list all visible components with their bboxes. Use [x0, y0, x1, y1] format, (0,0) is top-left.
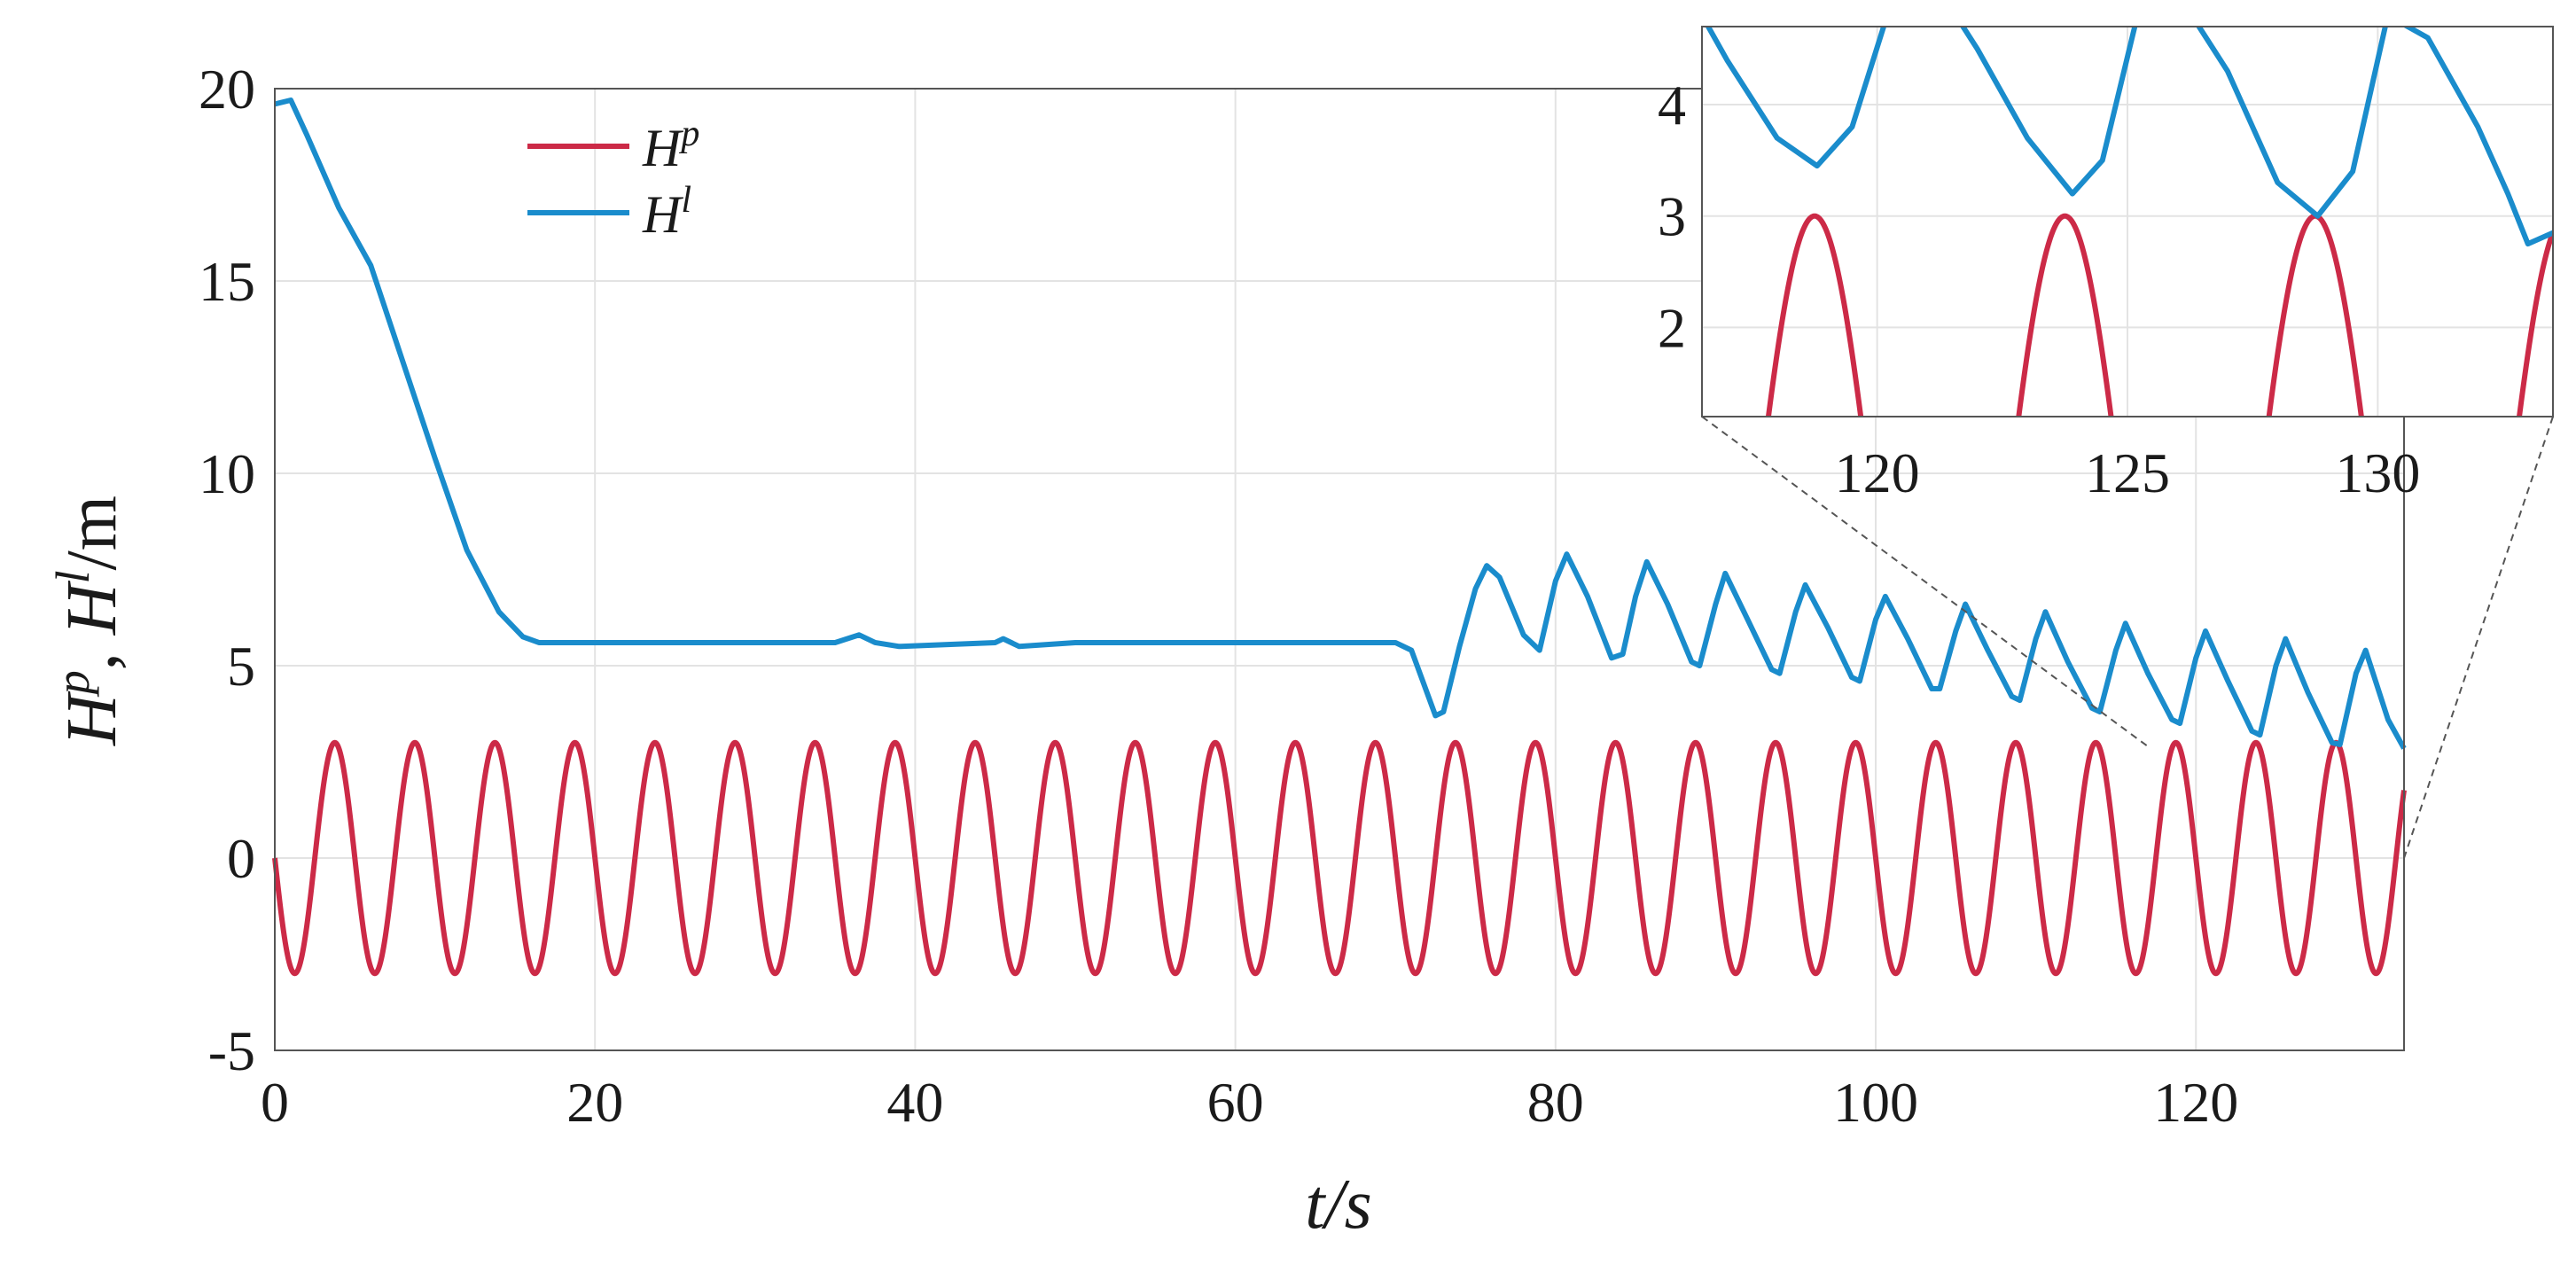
- main-y-tick-label-3: 10: [199, 442, 255, 505]
- main-y-tick-label-2: 5: [227, 635, 255, 698]
- series-line-hp: [272, 739, 2407, 977]
- zoom-connector-lines: [1701, 416, 2554, 859]
- x-axis-title: t/s: [1305, 1166, 1372, 1244]
- legend-label-hp: Hp: [642, 113, 699, 177]
- main-x-tick-label-4: 80: [1527, 1071, 1584, 1134]
- inset-y-tick-label-0: 2: [1658, 296, 1686, 359]
- main-x-tick-label-2: 40: [886, 1071, 943, 1134]
- main-y-tick-label-1: 0: [227, 827, 255, 890]
- inset-y-tick-label-2: 4: [1658, 74, 1686, 137]
- zoom-connector-right: [2403, 416, 2554, 859]
- inset-x-tick-label-0: 120: [1835, 441, 1920, 504]
- inset-x-tick-label-1: 125: [2085, 441, 2170, 504]
- main-y-tick-label-0: -5: [208, 1019, 255, 1082]
- main-y-tick-label-4: 15: [199, 250, 255, 313]
- inset-x-tick-label-2: 130: [2335, 441, 2420, 504]
- inset-grid: [1702, 27, 2553, 417]
- legend: Hp Hl: [527, 113, 699, 244]
- inset-series-line-hl: [1705, 27, 2553, 247]
- main-x-tick-label-0: 0: [261, 1071, 289, 1134]
- main-plot-frame: [274, 88, 2405, 1051]
- main-x-tick-label-1: 20: [566, 1071, 623, 1134]
- main-x-tick-labels: 0 20 40 60 80 100 120: [261, 1071, 2238, 1134]
- main-y-tick-label-5: 20: [199, 58, 255, 121]
- main-x-tick-label-5: 100: [1833, 1071, 1918, 1134]
- inset-y-tick-label-1: 3: [1658, 185, 1686, 248]
- main-y-tick-labels: -5 0 5 10 15 20: [199, 58, 255, 1082]
- inset-series-line-hp: [1765, 213, 2553, 417]
- y-axis-title: Hp, Hl/m: [46, 495, 131, 746]
- inset-plot-frame: [1701, 26, 2554, 417]
- inset-y-tick-labels: 2 3 4: [1658, 74, 1686, 359]
- main-x-tick-label-3: 60: [1207, 1071, 1264, 1134]
- inset-series: [1705, 27, 2553, 417]
- main-series: [272, 98, 2407, 977]
- series-line-hl: [274, 98, 2407, 750]
- inset-x-tick-labels: 120 125 130: [1835, 441, 2421, 504]
- main-x-tick-label-6: 120: [2153, 1071, 2238, 1134]
- legend-label-hl: Hl: [642, 180, 691, 244]
- zoom-connector-left: [1701, 416, 2149, 747]
